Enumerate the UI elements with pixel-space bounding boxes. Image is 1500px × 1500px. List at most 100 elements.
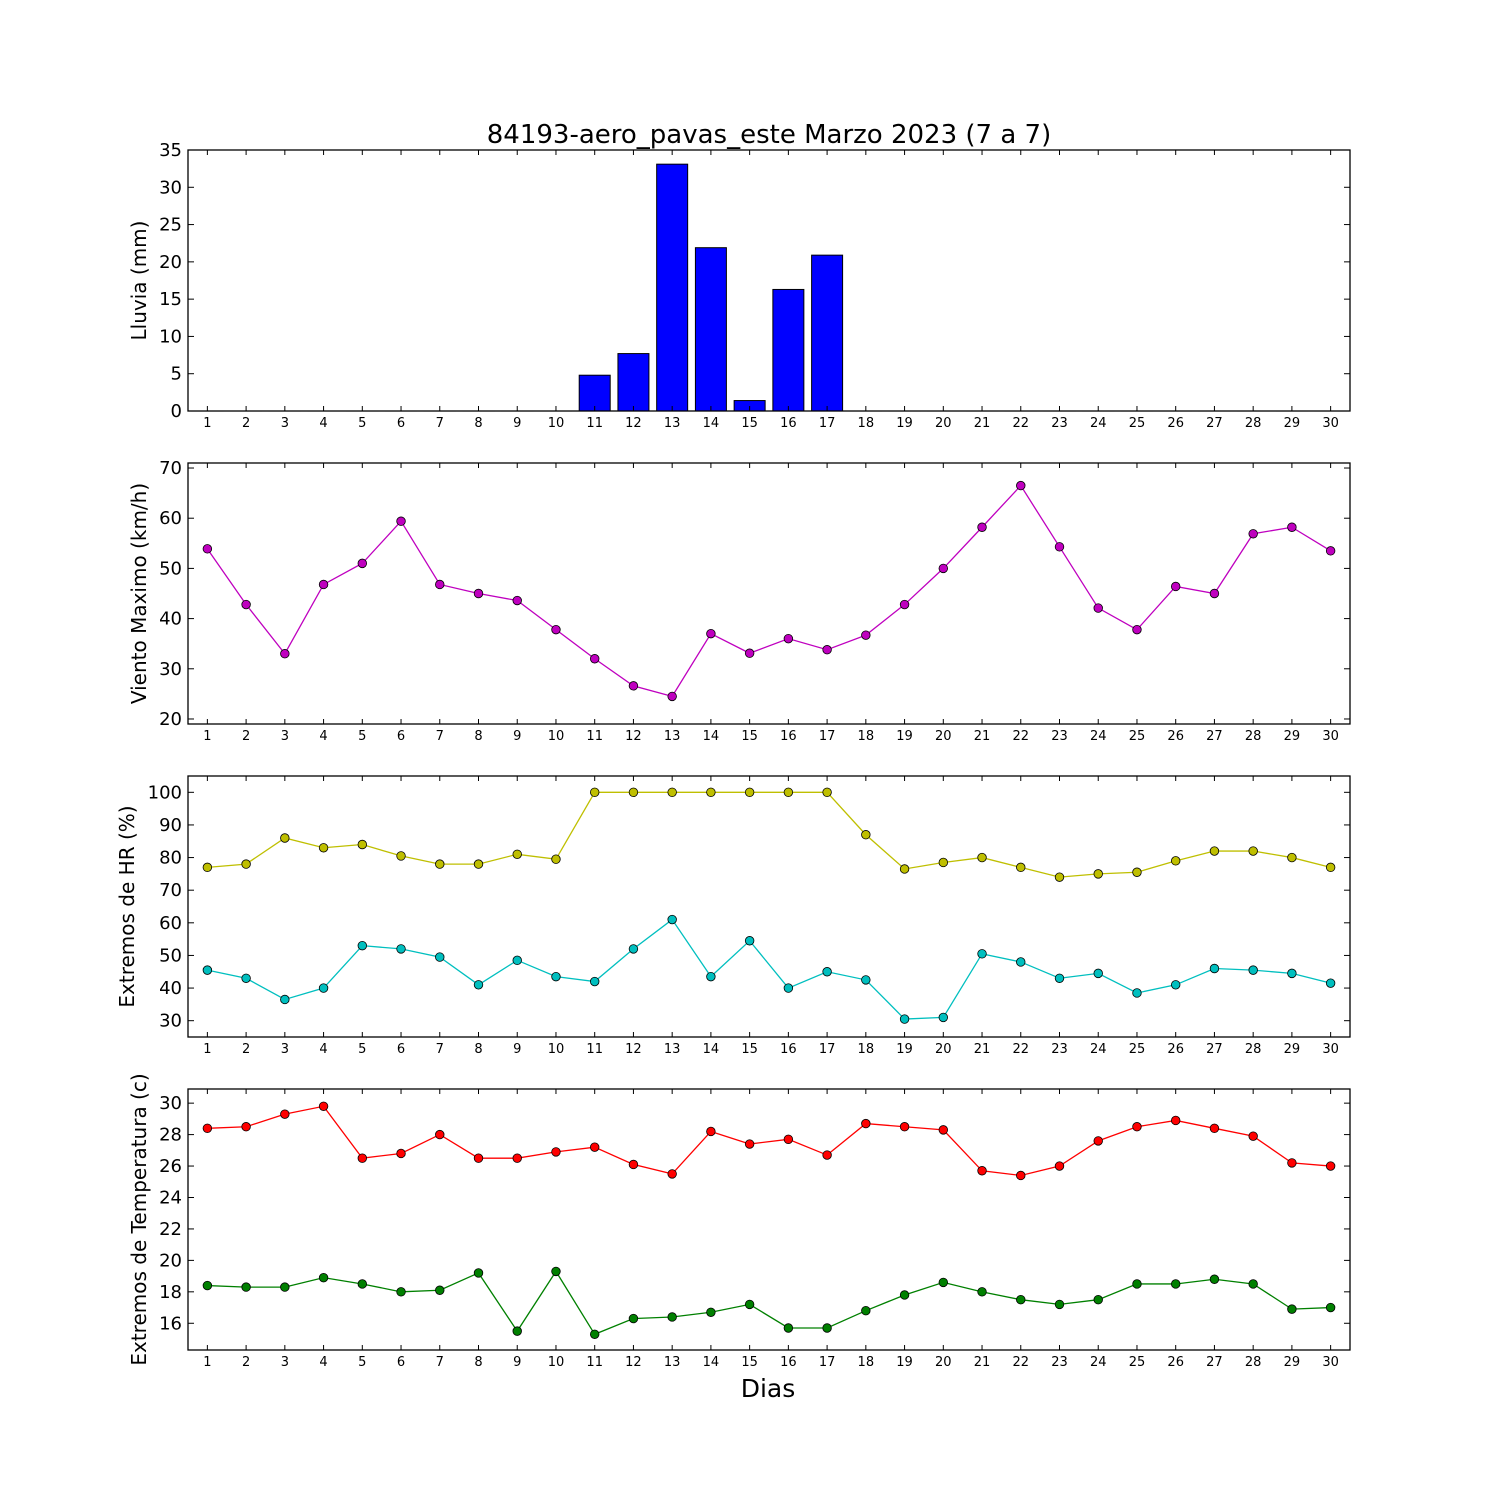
temperatura-xtick-label: 20 <box>935 1355 952 1370</box>
temperatura-series-0-point-day-5 <box>357 1153 368 1163</box>
lluvia-xtick-label: 21 <box>974 416 991 431</box>
hr-series-1-point-day-24 <box>1093 968 1103 979</box>
hr-series-0-point-day-23 <box>1054 872 1065 882</box>
lluvia-y-axis-label: Lluvia (mm) <box>127 221 151 341</box>
hr-xtick-label: 15 <box>741 1042 758 1057</box>
viento-series-0-point-day-26 <box>1170 581 1181 592</box>
hr-series-1-point-day-10 <box>551 971 561 982</box>
viento-series-0-point-day-13 <box>667 691 677 702</box>
lluvia-xtick-label: 26 <box>1167 416 1184 431</box>
hr-series-0-point-day-26 <box>1170 856 1181 866</box>
viento-xtick-label: 5 <box>358 729 366 744</box>
temperatura-series-1-point-day-26 <box>1170 1279 1181 1289</box>
hr-ytick-label: 100 <box>148 782 182 803</box>
viento-xtick-label: 15 <box>741 729 758 744</box>
temperatura-series-0-point-day-13 <box>667 1169 677 1179</box>
viento-xtick-label: 20 <box>935 729 952 744</box>
temperatura-series-0-point-day-6 <box>396 1148 406 1159</box>
lluvia-bar-day-13 <box>656 163 689 412</box>
temperatura-xtick-label: 24 <box>1090 1355 1107 1370</box>
temperatura-xtick-label: 10 <box>548 1355 565 1370</box>
hr-series-0-point-day-5 <box>357 839 368 850</box>
hr-series-1-point-day-4 <box>318 983 329 993</box>
hr-xtick-label: 21 <box>974 1042 991 1057</box>
temperatura-series-1-point-day-22 <box>1016 1294 1026 1305</box>
temperatura-series-1-point-day-7 <box>435 1285 445 1295</box>
hr-xtick-label: 10 <box>548 1042 565 1057</box>
lluvia-xtick-label: 19 <box>896 416 913 431</box>
viento-ytick-label: 20 <box>159 709 182 730</box>
hr-series-0-point-day-14 <box>706 787 716 798</box>
hr-xtick-label: 13 <box>664 1042 681 1057</box>
viento-series-0-point-day-29 <box>1287 522 1297 532</box>
lluvia-ytick-label: 0 <box>171 401 182 422</box>
temperatura-series-1-point-day-15 <box>744 1299 755 1310</box>
viento-series-0-point-day-15 <box>744 648 755 658</box>
hr-series-0-point-day-28 <box>1248 846 1258 856</box>
hr-xtick-label: 25 <box>1129 1042 1146 1057</box>
viento-xtick-label: 18 <box>858 729 875 744</box>
temperatura-ytick-label: 26 <box>159 1156 182 1177</box>
temperatura-series-0-point-day-3 <box>280 1109 290 1119</box>
temperatura-series-1-point-day-10 <box>551 1266 561 1277</box>
temperatura-ytick-label: 18 <box>159 1282 182 1303</box>
hr-xtick-label: 27 <box>1206 1042 1223 1057</box>
hr-xtick-label: 11 <box>586 1042 603 1057</box>
temperatura-xtick-label: 23 <box>1051 1355 1068 1370</box>
viento-series-0-point-day-23 <box>1054 542 1065 552</box>
temperatura-xtick-label: 22 <box>1012 1355 1029 1370</box>
viento-xtick-label: 13 <box>664 729 681 744</box>
hr-xtick-label: 17 <box>819 1042 836 1057</box>
lluvia-ytick-label: 30 <box>159 177 182 198</box>
lluvia-bar-day-17 <box>811 254 844 412</box>
lluvia-xtick-label: 7 <box>436 416 444 431</box>
hr-ytick-label: 40 <box>159 978 182 999</box>
hr-series-1-point-day-11 <box>590 976 600 987</box>
hr-series-0-point-day-29 <box>1287 852 1297 863</box>
hr-series-1-point-day-22 <box>1016 957 1026 967</box>
hr-xtick-label: 18 <box>858 1042 875 1057</box>
x-axis-label: Dias <box>741 1374 796 1403</box>
hr-xtick-label: 20 <box>935 1042 952 1057</box>
lluvia-xtick-label: 22 <box>1012 416 1029 431</box>
temperatura-ytick-label: 30 <box>159 1093 182 1114</box>
viento-ytick-label: 30 <box>159 659 182 680</box>
lluvia-xtick-label: 20 <box>935 416 952 431</box>
hr-series-0-point-day-1 <box>202 862 213 873</box>
temperatura-xtick-label: 30 <box>1322 1355 1339 1370</box>
lluvia-xtick-label: 23 <box>1051 416 1068 431</box>
temperatura-series-1-point-day-16 <box>783 1323 794 1333</box>
viento-xtick-label: 22 <box>1012 729 1029 744</box>
temperatura-xtick-label: 26 <box>1167 1355 1184 1370</box>
viento-xtick-label: 12 <box>625 729 642 744</box>
lluvia-xtick-label: 9 <box>513 416 521 431</box>
hr-xtick-label: 4 <box>319 1042 327 1057</box>
hr-series-1-point-day-19 <box>899 1014 910 1024</box>
temperatura-series-1-point-day-6 <box>396 1287 406 1297</box>
hr-series-0-point-day-10 <box>551 854 561 864</box>
viento-xtick-label: 16 <box>780 729 797 744</box>
hr-series-1-point-day-12 <box>628 944 639 954</box>
lluvia-ytick-label: 5 <box>171 364 182 385</box>
viento-series-0-point-day-12 <box>628 681 639 691</box>
temperatura-series-1-point-day-12 <box>628 1313 639 1324</box>
viento-xtick-label: 25 <box>1129 729 1146 744</box>
viento-series-0-point-day-18 <box>861 630 871 640</box>
viento-xtick-label: 2 <box>242 729 250 744</box>
temperatura-xtick-label: 3 <box>281 1355 289 1370</box>
hr-xtick-label: 14 <box>703 1042 720 1057</box>
temperatura-xtick-label: 9 <box>513 1355 521 1370</box>
temperatura-series-0-point-day-18 <box>861 1118 871 1129</box>
lluvia-xtick-label: 18 <box>858 416 875 431</box>
temperatura-series-0-point-day-20 <box>938 1125 949 1135</box>
temperatura-xtick-label: 16 <box>780 1355 797 1370</box>
temperatura-series-0-point-day-9 <box>512 1153 522 1163</box>
hr-plot-area <box>202 787 1336 1024</box>
hr-series-0-point-day-18 <box>861 830 871 840</box>
viento-xtick-label: 4 <box>319 729 327 744</box>
chart-title: 84193-aero_pavas_este Marzo 2023 (7 a 7) <box>487 120 1051 150</box>
viento-xtick-label: 3 <box>281 729 289 744</box>
hr-xtick-label: 7 <box>436 1042 444 1057</box>
